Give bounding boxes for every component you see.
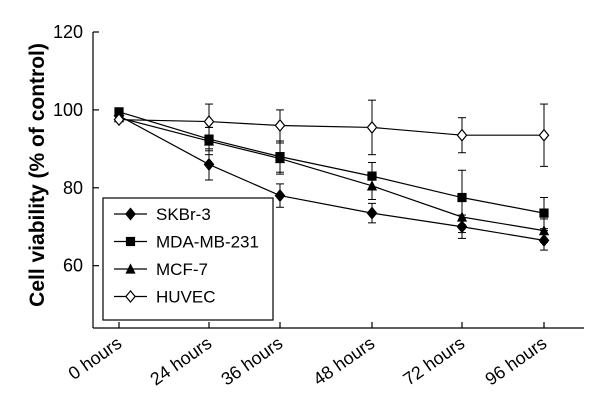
legend-entry: MDA-MB-231	[114, 233, 259, 252]
x-tick-label: 0 hours	[65, 333, 126, 384]
legend-label: SKBr-3	[156, 205, 211, 224]
data-point	[274, 189, 286, 203]
series-line	[118, 111, 545, 214]
series-line	[118, 119, 544, 136]
data-point	[538, 225, 550, 236]
legend-entry: MCF-7	[114, 260, 208, 279]
data-point	[114, 107, 124, 117]
y-tick-label: 80	[63, 178, 83, 198]
x-tick-label: 96 hours	[481, 333, 550, 390]
x-tick-label: 24 hours	[146, 333, 215, 390]
series-layer	[113, 99, 550, 251]
series-line	[118, 117, 545, 232]
x-tick-label: 36 hours	[217, 333, 286, 390]
data-point	[203, 135, 215, 146]
data-point	[366, 120, 378, 134]
y-axis-label: Cell viability (% of control)	[26, 43, 49, 307]
x-tick-label: 48 hours	[309, 333, 378, 390]
axes	[92, 32, 584, 329]
data-point	[456, 211, 468, 222]
y-tick-label: 100	[53, 100, 83, 120]
legend-label: MCF-7	[156, 260, 208, 279]
data-point	[274, 152, 286, 164]
series-huvec	[113, 99, 550, 167]
data-point	[539, 208, 549, 218]
data-point	[125, 289, 136, 304]
data-point	[125, 207, 136, 221]
legend-entry: HUVEC	[114, 288, 216, 307]
legend-label: HUVEC	[156, 288, 216, 307]
series-skbr-3	[113, 109, 550, 251]
x-tick-label: 72 hours	[399, 333, 468, 390]
y-tick-label: 60	[63, 256, 83, 276]
legend-label: MDA-MB-231	[156, 233, 259, 252]
legend-entry: SKBr-3	[114, 205, 211, 224]
data-point	[203, 157, 215, 171]
y-ticks: 60 80 100 120	[53, 22, 99, 276]
data-point	[113, 113, 125, 127]
data-point	[456, 128, 468, 142]
data-point	[538, 128, 550, 142]
data-point	[125, 236, 136, 247]
data-point	[274, 118, 286, 133]
data-point	[203, 115, 215, 129]
legend: SKBr-3 MDA-MB-231 MCF-7 HUVEC	[102, 197, 274, 321]
data-point	[125, 263, 136, 274]
series-line	[118, 115, 545, 241]
data-point	[366, 206, 378, 220]
data-point	[457, 192, 467, 203]
y-tick-label: 120	[53, 22, 83, 42]
data-point	[366, 180, 378, 191]
x-ticks: 0 hours 24 hours 36 hours 48 hours 72 hours 9…	[65, 322, 550, 390]
